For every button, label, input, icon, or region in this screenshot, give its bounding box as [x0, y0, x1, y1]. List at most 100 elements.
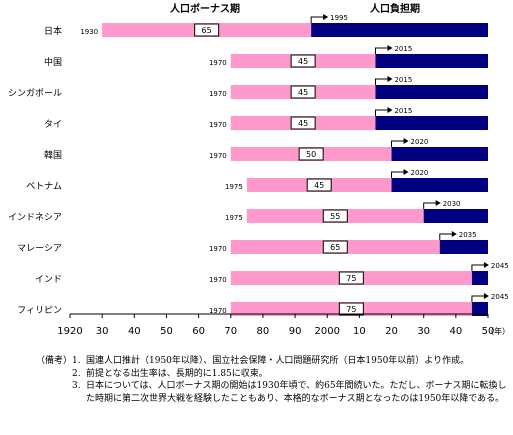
- transition-arrow-line: [374, 109, 389, 116]
- burden-bar: [423, 209, 488, 223]
- transition-arrow-head: [483, 293, 489, 299]
- duration-label: 75: [346, 274, 356, 283]
- transition-year-label: 1995: [330, 14, 348, 22]
- x-tick-label: 50: [482, 326, 495, 337]
- chart-rows: 日本 1930 65 1995 中国 1970 45 2015 シンガポール 1970 45 2015…: [8, 14, 509, 316]
- country-label: タイ: [44, 119, 62, 130]
- country-row: フィリピン 1970 75 2045: [17, 293, 509, 316]
- start-year-label: 1970: [209, 152, 227, 160]
- country-label: 日本: [44, 25, 62, 37]
- start-year-label: 1975: [225, 214, 243, 222]
- transition-arrow-head: [387, 76, 393, 82]
- country-label: シンガポール: [8, 88, 62, 99]
- transition-year-label: 2045: [491, 293, 509, 301]
- country-row: 韓国 1970 50 2020: [44, 138, 488, 161]
- transition-arrow-line: [374, 47, 389, 54]
- notes-block: （備考） 1. 国連人口推計（1950年以降）、国立社会保障・人口問題研究所（日…: [10, 355, 510, 405]
- transition-arrow-line: [471, 295, 485, 302]
- transition-year-label: 2035: [459, 231, 477, 239]
- transition-arrow-line: [439, 233, 453, 240]
- duration-box: [194, 23, 220, 37]
- note-row-1: （備考） 1. 国連人口推計（1950年以降）、国立社会保障・人口問題研究所（日…: [10, 355, 510, 368]
- transition-arrow-line: [471, 264, 485, 271]
- x-tick-label: 50: [160, 326, 173, 337]
- duration-box: [290, 85, 316, 99]
- country-row: タイ 1970 45 2015: [44, 107, 488, 130]
- transition-year-label: 2015: [394, 76, 412, 84]
- transition-arrow-line: [391, 140, 405, 147]
- duration-box: [338, 302, 364, 316]
- x-tick-label: 60: [192, 326, 205, 337]
- x-tick-label: 40: [449, 326, 462, 337]
- x-tick-label: 1920: [57, 326, 82, 337]
- burden-bar: [391, 178, 488, 192]
- country-label: ベトナム: [26, 181, 62, 192]
- country-row: マレーシア 1970 65 2035: [17, 231, 488, 254]
- x-tick-label: 70: [224, 326, 237, 337]
- duration-label: 75: [346, 305, 356, 314]
- burden-bar: [311, 23, 488, 37]
- duration-label: 65: [202, 26, 212, 35]
- transition-arrow-line: [391, 171, 405, 178]
- transition-arrow-head: [483, 262, 489, 268]
- duration-label: 50: [306, 150, 316, 159]
- duration-label: 65: [330, 243, 340, 252]
- duration-label: 45: [298, 57, 308, 66]
- transition-year-label: 2045: [491, 262, 509, 270]
- transition-arrow-head: [451, 231, 457, 237]
- country-row: ベトナム 1975 45 2020: [26, 169, 488, 192]
- transition-arrow-head: [387, 107, 393, 113]
- duration-label: 55: [330, 212, 340, 221]
- x-tick-label: 90: [289, 326, 302, 337]
- note-text: 国連人口推計（1950年以降）、国立社会保障・人口問題研究所（日本1950年以前…: [86, 356, 470, 366]
- transition-arrow-line: [423, 202, 437, 209]
- transition-arrow-head: [323, 14, 329, 20]
- note-row-2: 2. 前提となる出生率は、長期的に1.85に収束。: [10, 368, 510, 381]
- burden-bar: [375, 54, 488, 68]
- country-row: 中国 1970 45 2015: [44, 45, 488, 68]
- start-year-label: 1970: [209, 121, 227, 129]
- x-axis-unit: （年）: [486, 326, 510, 336]
- transition-year-label: 2020: [411, 138, 429, 146]
- burden-bar: [439, 240, 488, 254]
- country-label: マレーシア: [17, 244, 62, 254]
- country-label: インド: [35, 275, 62, 285]
- duration-box: [322, 209, 348, 223]
- duration-label: 45: [298, 119, 308, 128]
- duration-label: 45: [314, 181, 324, 190]
- transition-arrow-head: [403, 169, 409, 175]
- transition-arrow-head: [403, 138, 409, 144]
- start-year-label: 1930: [80, 28, 98, 36]
- transition-year-label: 2015: [394, 45, 412, 53]
- transition-year-label: 2020: [411, 169, 429, 177]
- start-year-label: 1975: [225, 183, 243, 191]
- note-number: 1.: [72, 356, 81, 366]
- x-tick-label: 2000: [315, 326, 340, 337]
- country-label: 韓国: [44, 150, 62, 161]
- start-year-label: 1970: [209, 276, 227, 284]
- country-row: インドネシア 1975 55 2030: [8, 200, 488, 223]
- x-tick-label: 80: [257, 326, 270, 337]
- x-tick-label: 10: [353, 326, 366, 337]
- duration-box: [290, 116, 316, 130]
- burden-bar: [375, 85, 488, 99]
- burden-bar: [375, 116, 488, 130]
- burden-bar: [471, 271, 488, 285]
- duration-box: [290, 54, 316, 68]
- duration-box: [298, 147, 324, 161]
- note-text: 日本については、人口ボーナス期の開始は1930年頃で、約65年間続いた。ただし、…: [86, 381, 507, 404]
- country-label: 中国: [44, 56, 62, 68]
- transition-arrow-head: [387, 45, 393, 51]
- transition-arrow-line: [310, 16, 325, 23]
- duration-box: [338, 271, 364, 285]
- x-tick-label: 30: [96, 326, 109, 337]
- transition-year-label: 2015: [394, 107, 412, 115]
- country-row: インド 1970 75 2045: [35, 262, 509, 285]
- legend-bonus-label: 人口ボーナス期: [170, 2, 240, 15]
- start-year-label: 1970: [209, 307, 227, 315]
- x-tick-label: 20: [385, 326, 398, 337]
- note-number: 2.: [72, 368, 81, 379]
- country-label: フィリピン: [17, 305, 62, 316]
- country-row: シンガポール 1970 45 2015: [8, 76, 488, 99]
